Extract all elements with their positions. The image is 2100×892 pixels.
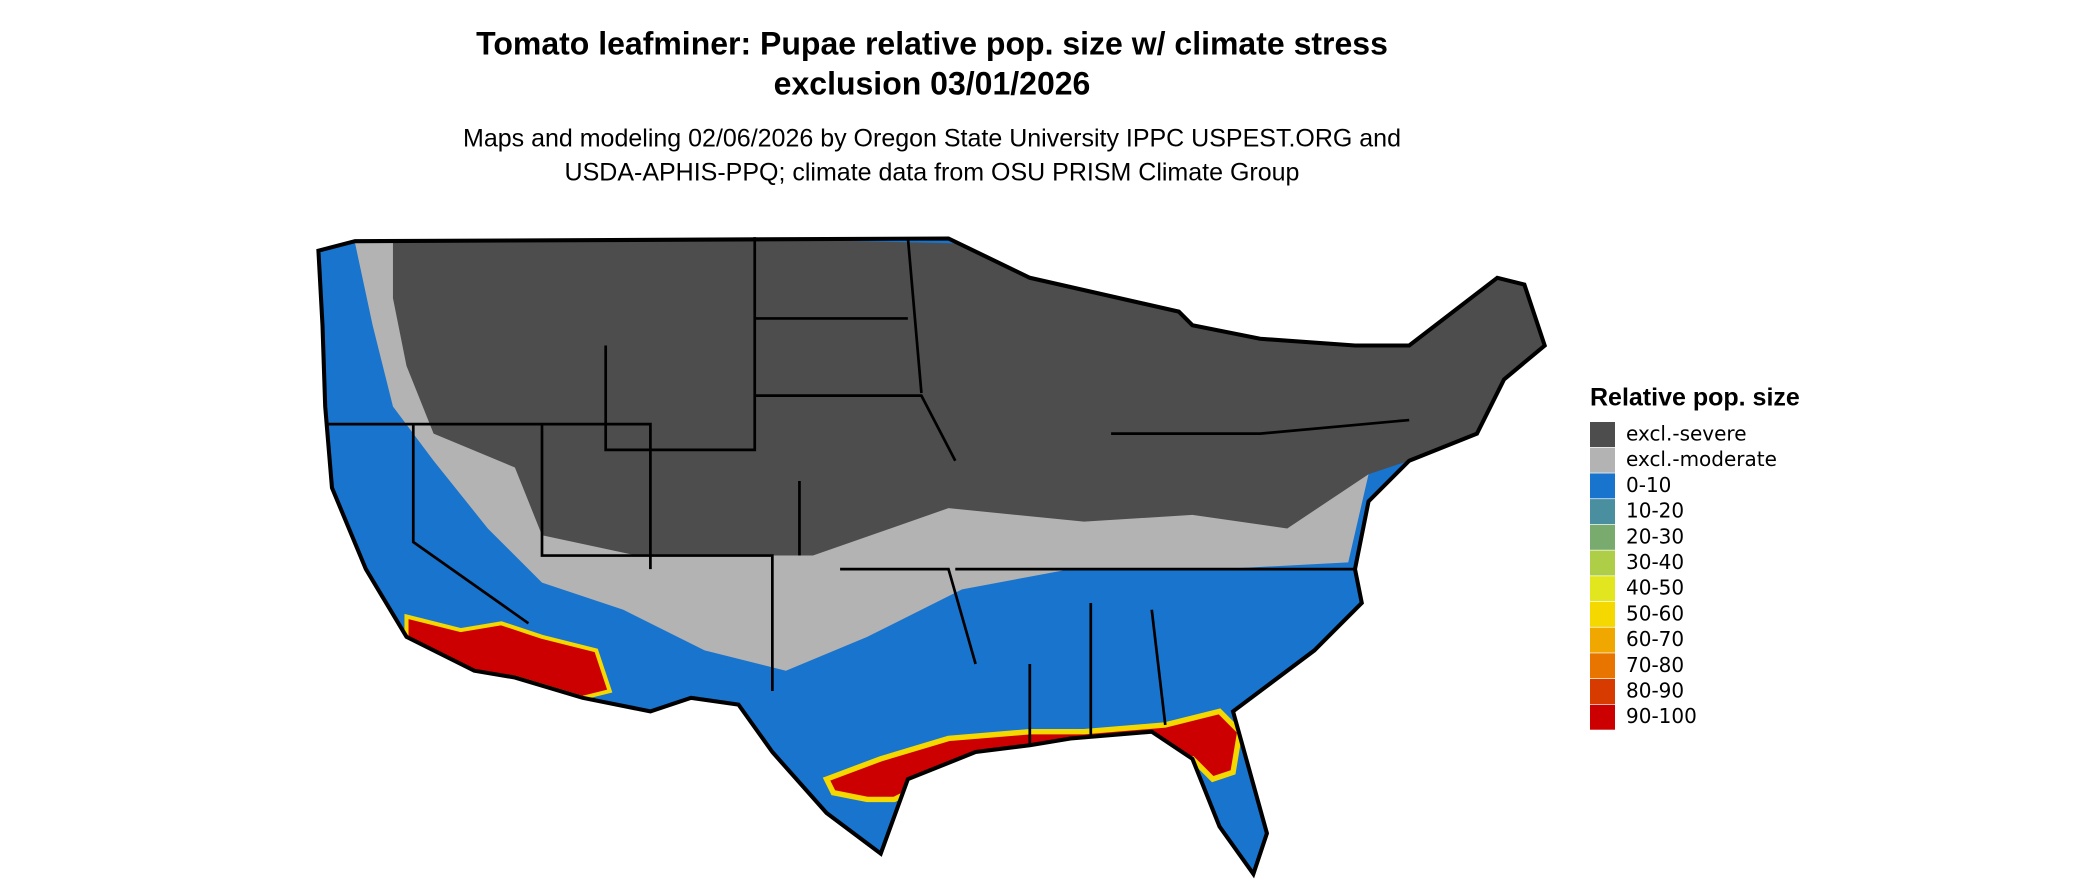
legend-label: 40-50 (1626, 576, 1684, 600)
legend-swatch (1590, 524, 1615, 550)
legend-swatch (1590, 704, 1615, 730)
legend-label: 90-100 (1626, 704, 1697, 728)
legend-swatch (1590, 576, 1615, 602)
legend-swatch (1590, 627, 1615, 653)
legend-label: 0-10 (1626, 473, 1671, 497)
map-title: Tomato leafminer: Pupae relative pop. si… (476, 25, 1388, 61)
map-title: exclusion 03/01/2026 (774, 65, 1091, 101)
legend: excl.-severeexcl.-moderate0-1010-2020-30… (1590, 422, 1777, 730)
legend-label: 60-70 (1626, 627, 1684, 651)
map-subtitle: Maps and modeling 02/06/2026 by Oregon S… (463, 125, 1401, 153)
legend-label: excl.-severe (1626, 422, 1747, 446)
legend-swatch (1590, 422, 1615, 447)
legend-swatch (1590, 473, 1615, 499)
legend-label: 30-40 (1626, 550, 1684, 574)
legend-label: 70-80 (1626, 653, 1684, 677)
legend-swatch (1590, 653, 1615, 679)
map-subtitle: USDA-APHIS-PPQ; climate data from OSU PR… (565, 159, 1300, 187)
legend-label: 80-90 (1626, 679, 1684, 703)
legend-label: 50-60 (1626, 601, 1684, 625)
legend-label: 20-30 (1626, 524, 1684, 548)
legend-swatch (1590, 447, 1615, 473)
state-borders (325, 237, 1410, 746)
legend-label: excl.-moderate (1626, 447, 1777, 471)
legend-swatch (1590, 679, 1615, 704)
legend-swatch (1590, 499, 1615, 525)
region-excl-severe (392, 238, 1545, 556)
legend-swatch (1590, 550, 1615, 576)
us-map (271, 203, 1626, 892)
legend-title: Relative pop. size (1590, 384, 1800, 412)
legend-label: 10-20 (1626, 499, 1684, 523)
legend-swatch (1590, 601, 1615, 627)
